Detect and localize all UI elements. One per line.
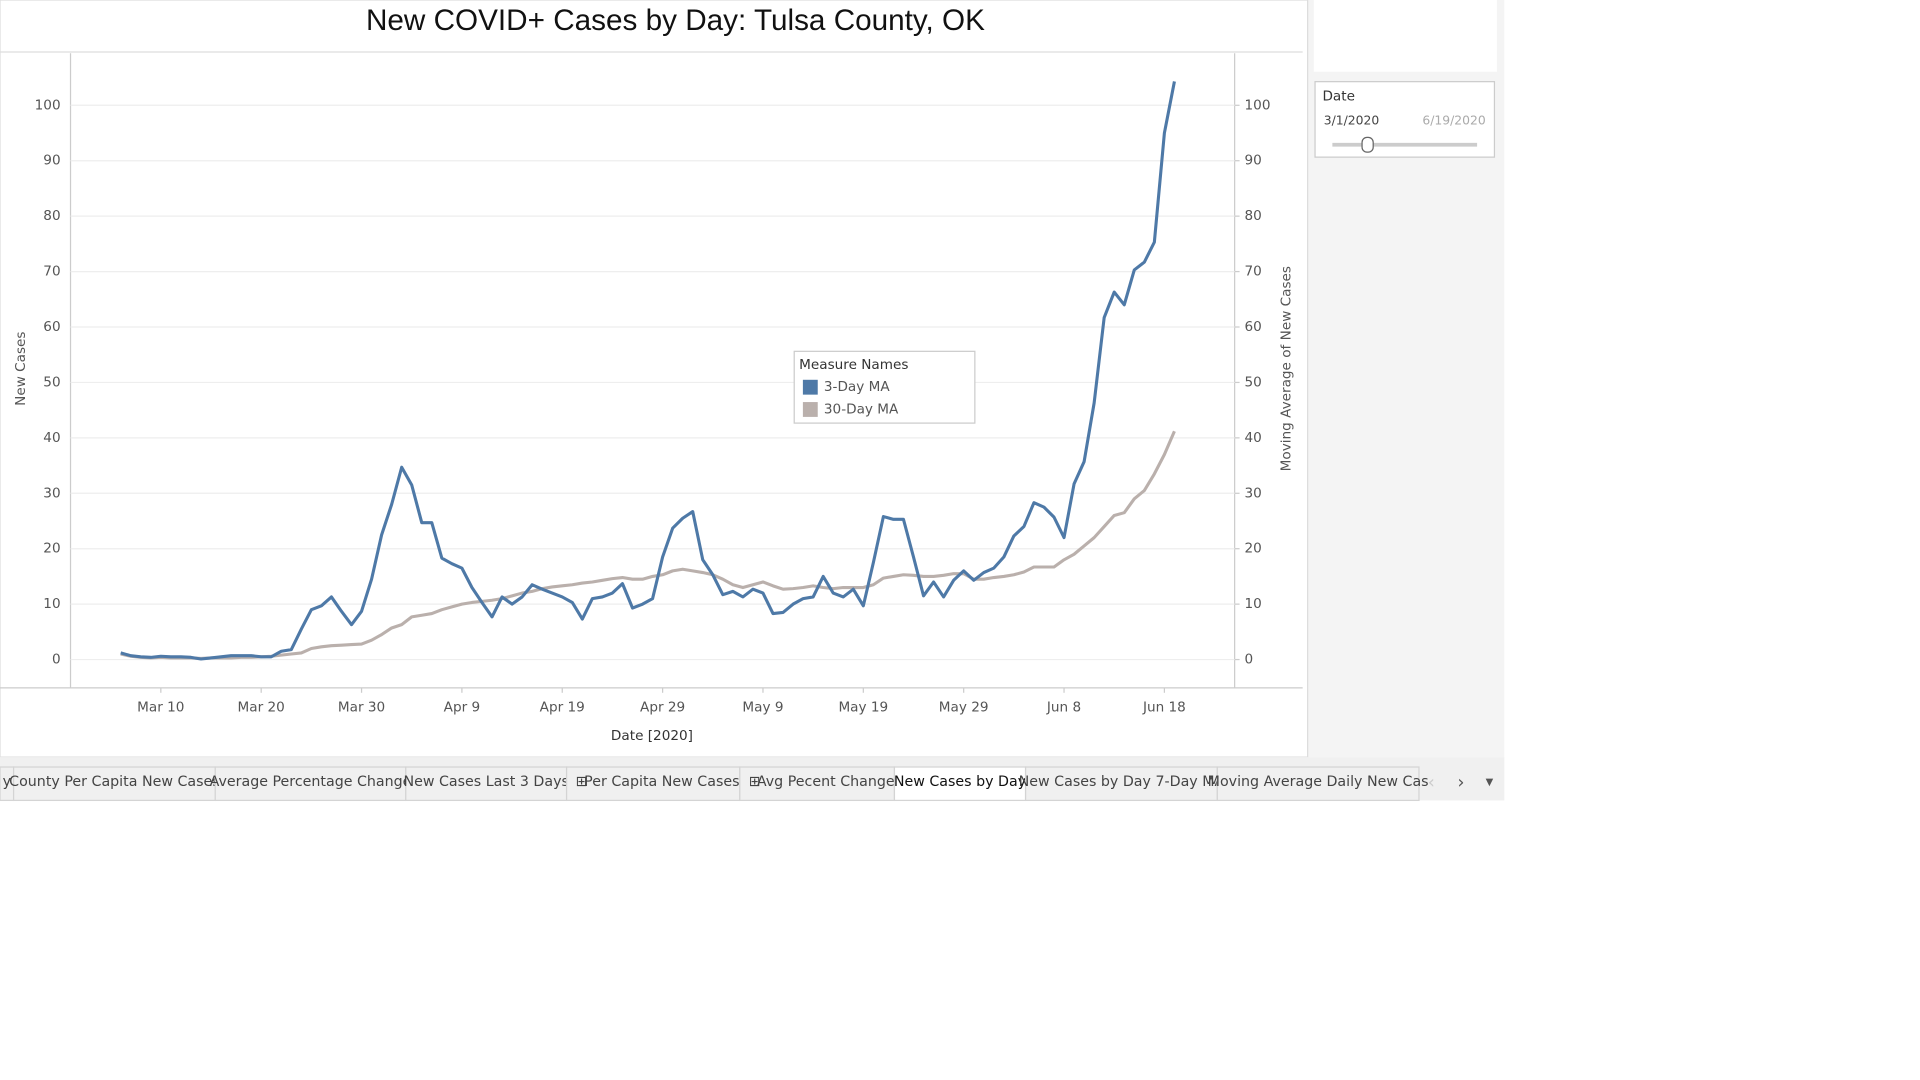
y2-tick-label: 30 xyxy=(1245,485,1262,501)
y2-tick-label: 40 xyxy=(1245,430,1262,446)
legend-swatch xyxy=(802,402,818,417)
tab-icon: ⊞ xyxy=(749,774,761,790)
tab-label[interactable]: y xyxy=(3,774,11,790)
y-tick-label: 0 xyxy=(52,652,61,668)
legend-title: Measure Names xyxy=(799,357,908,373)
legend-label: 3-Day MA xyxy=(824,379,890,395)
y-tick-label: 40 xyxy=(43,430,60,446)
tab-label[interactable]: New Cases Last 3 Days xyxy=(403,774,568,790)
tab-label[interactable]: County Per Capita New Cases xyxy=(9,774,220,790)
tab[interactable] xyxy=(12,766,216,802)
x-tick-label: Apr 9 xyxy=(444,700,481,716)
y2-tick-label: 50 xyxy=(1245,374,1262,390)
y2-tick-label: 80 xyxy=(1245,208,1262,224)
tab-label[interactable]: Avg Pecent Change xyxy=(757,774,895,790)
tab-label[interactable]: Moving Average Daily New Cas xyxy=(1208,774,1429,790)
x-tick-label: May 29 xyxy=(939,700,989,716)
x-tick-label: Jun 8 xyxy=(1046,700,1081,716)
tab-label[interactable]: Average Percentage Change xyxy=(210,774,412,790)
tab-icon: ⊞ xyxy=(575,774,587,790)
tab[interactable] xyxy=(1024,766,1218,802)
x-tick-label: Mar 30 xyxy=(338,700,385,716)
y-tick-label: 80 xyxy=(43,208,60,224)
chart-title: New COVID+ Cases by Day: Tulsa County, O… xyxy=(366,4,985,37)
y2-tick-label: 90 xyxy=(1245,153,1262,169)
worksheet xyxy=(0,0,1309,758)
x-axis-title: Date [2020] xyxy=(611,728,693,744)
tab-next[interactable]: › xyxy=(1458,773,1465,793)
series-line xyxy=(120,81,1176,661)
y2-tick-label: 20 xyxy=(1245,541,1262,557)
x-tick-label: Mar 20 xyxy=(238,700,285,716)
series-line xyxy=(120,430,1176,660)
filter-end: 6/19/2020 xyxy=(1422,114,1486,128)
legend-swatch xyxy=(802,379,818,395)
x-tick-label: May 19 xyxy=(838,700,888,716)
y-tick-label: 60 xyxy=(43,319,60,335)
y-tick-label: 10 xyxy=(43,596,60,612)
y-tick-label: 70 xyxy=(43,264,60,280)
tab-prev[interactable]: ‹ xyxy=(1428,773,1435,793)
tab[interactable] xyxy=(565,766,741,802)
x-tick-label: May 9 xyxy=(742,700,783,716)
y-axis-title: New Cases xyxy=(13,331,29,405)
legend xyxy=(793,350,976,424)
y-tick-label: 50 xyxy=(43,374,60,390)
y2-tick-label: 70 xyxy=(1245,264,1262,280)
tab[interactable] xyxy=(1216,766,1420,802)
x-tick-label: Jun 18 xyxy=(1142,700,1186,716)
slider-handle[interactable] xyxy=(1361,136,1374,153)
y2-tick-label: 60 xyxy=(1245,319,1262,335)
tab-label[interactable]: New Cases by Day xyxy=(894,774,1026,790)
y-tick-label: 30 xyxy=(43,485,60,501)
tab-menu[interactable]: ▼ xyxy=(1486,777,1494,788)
y-tick-label: 100 xyxy=(35,97,61,113)
tab-label[interactable]: Per Capita New Cases xyxy=(584,774,739,790)
y2-tick-label: 10 xyxy=(1245,596,1262,612)
tab[interactable] xyxy=(739,766,896,802)
y-tick-label: 20 xyxy=(43,541,60,557)
x-tick-label: Apr 19 xyxy=(540,700,585,716)
tab-label[interactable]: New Cases by Day 7-Day MA xyxy=(1019,774,1225,790)
y2-axis-title: Moving Average of New Cases xyxy=(1279,266,1295,471)
y2-tick-label: 0 xyxy=(1245,652,1254,668)
y2-tick-label: 100 xyxy=(1245,97,1271,113)
x-tick-label: Mar 10 xyxy=(137,700,184,716)
y-tick-label: 90 xyxy=(43,153,60,169)
filter-title: Date xyxy=(1322,88,1355,104)
filter-start: 3/1/2020 xyxy=(1324,114,1380,128)
tab[interactable] xyxy=(405,766,568,802)
side-blank xyxy=(1313,0,1497,72)
legend-label: 30-Day MA xyxy=(824,401,899,417)
tab[interactable] xyxy=(214,766,407,802)
x-tick-label: Apr 29 xyxy=(640,700,685,716)
